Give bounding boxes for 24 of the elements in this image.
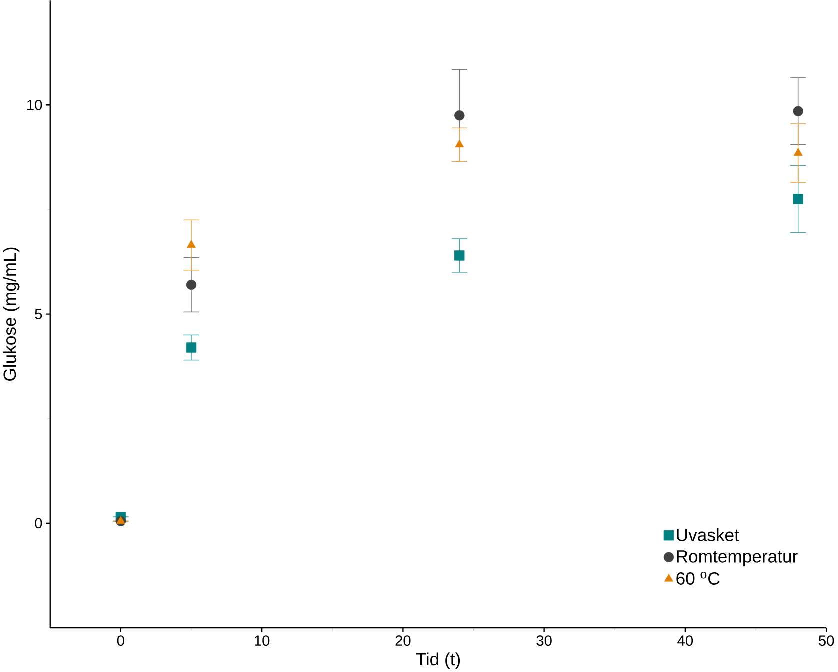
y-tick-label: 10 <box>28 100 42 110</box>
point <box>793 106 804 116</box>
point <box>186 342 197 353</box>
point <box>793 194 804 204</box>
x-tick-label: 30 <box>536 635 552 646</box>
x-tick-label: 50 <box>818 635 834 646</box>
x-tick-label: 0 <box>117 635 124 646</box>
x-axis-title: Tid (t) <box>416 652 460 669</box>
x-tick-label: 10 <box>255 635 270 646</box>
y-axis-title: Glukose (mg/mL) <box>3 248 20 381</box>
point <box>454 250 465 261</box>
x-tick-label: 20 <box>396 635 411 646</box>
legend-label: 60 $^{o}$C <box>676 572 720 585</box>
point <box>794 148 803 156</box>
point <box>116 516 126 524</box>
point <box>454 110 465 120</box>
legend-label: Uvasket <box>677 528 740 542</box>
legend-label: Romtemperatur <box>677 550 798 566</box>
x-tick-label: 40 <box>678 635 694 646</box>
y-tick-label: 5 <box>35 308 42 320</box>
point <box>455 140 464 148</box>
y-tick-label: 0 <box>35 518 42 528</box>
point <box>187 240 196 248</box>
point <box>186 280 197 290</box>
